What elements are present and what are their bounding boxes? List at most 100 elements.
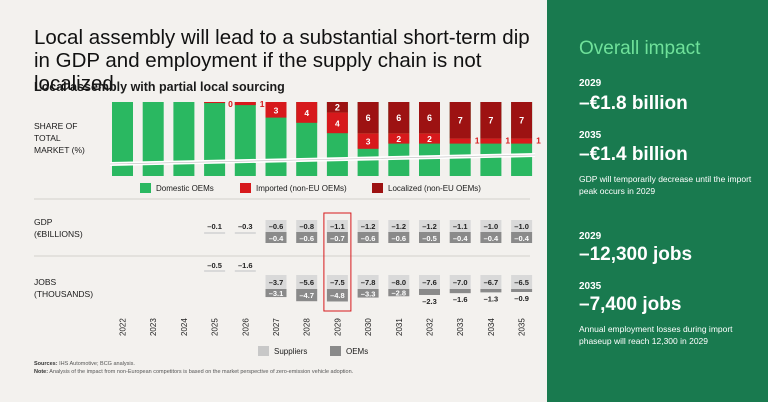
gdp-oems-box-2027 — [265, 232, 287, 243]
jobs-suppliers-2029: –7.5 — [330, 278, 345, 287]
legend-imported-swatch — [240, 183, 251, 193]
legend-suppliers-label: Suppliers — [274, 346, 308, 356]
bar-imported-2031 — [388, 133, 410, 144]
gdp-suppliers-2034: –1.0 — [484, 222, 499, 231]
gdp-oems-box-2034 — [480, 232, 502, 243]
year-label-2022: 2022 — [119, 318, 128, 336]
jobs-description: Annual employment losses during import p… — [579, 324, 733, 346]
legend-imported: Imported (non-EU OEMs) — [240, 183, 347, 193]
label-imported-2034: 1 — [505, 135, 510, 145]
bar-imported-2035 — [511, 138, 533, 144]
legend-domestic-swatch — [140, 183, 151, 193]
label-imported-2029: 4 — [335, 118, 340, 128]
jobs-2035-year: 2035 — [579, 281, 602, 292]
gdp-oems-box-2030 — [357, 232, 379, 243]
gdp-2029-value: –€1.8 billion — [579, 93, 688, 114]
year-label-2031: 2031 — [395, 318, 404, 336]
gdp-oems-box-2031 — [388, 232, 410, 243]
jobs-suppliers-box-2035 — [511, 275, 533, 289]
gdp-oems-2029: –0.7 — [330, 234, 345, 243]
gdp-suppliers-2033: –1.1 — [453, 222, 468, 231]
sources-label: Sources: — [34, 361, 58, 367]
legend-imported-label: Imported (non-EU OEMs) — [256, 183, 347, 193]
gdp-2035-year: 2035 — [579, 130, 602, 141]
jobs-oems-box-2035 — [511, 289, 533, 292]
jobs-oems-2031: –2.8 — [391, 289, 406, 298]
jobs-oems-2028: –4.7 — [299, 291, 314, 300]
gdp-suppliers-2031: –1.2 — [391, 222, 406, 231]
jobs-oems-box-2030 — [357, 289, 379, 298]
label-imported-2033: 1 — [475, 135, 480, 145]
gdp-oems-2034: –0.4 — [484, 234, 499, 243]
bar-localized-2029 — [326, 102, 348, 113]
bar-imported-2026 — [234, 102, 256, 106]
gdp-suppliers-2026: –0.3 — [238, 222, 253, 231]
bar-imported-2033 — [449, 138, 471, 144]
year-label-2030: 2030 — [364, 318, 373, 336]
jobs-suppliers-box-2027 — [265, 275, 287, 289]
jobs-oems-box-2028 — [296, 289, 318, 302]
gdp-suppliers-box-2035 — [511, 220, 533, 233]
bar-imported-2030 — [357, 133, 379, 149]
bar-localized-2033 — [449, 102, 471, 139]
gdp-oems-2033: –0.4 — [453, 234, 468, 243]
gdp-suppliers-2032: –1.2 — [422, 222, 437, 231]
label-localized-2032: 6 — [427, 113, 432, 123]
jobs-suppliers-2030: –7.8 — [361, 278, 376, 287]
jobs-suppliers-box-2031 — [388, 275, 410, 289]
gdp-oems-2030: –0.6 — [361, 234, 376, 243]
bar-domestic-2024 — [173, 102, 195, 176]
bar-imported-2028 — [296, 102, 318, 123]
chart-subtitle: Local assembly with partial local sourci… — [34, 80, 285, 94]
jobs-oems-2029: –4.8 — [330, 291, 345, 300]
jobs-oems-2032: –2.3 — [422, 297, 437, 306]
label-localized-2030: 6 — [366, 113, 371, 123]
legend-domestic: Domestic OEMs — [140, 183, 214, 193]
jobs-suppliers-box-2030 — [357, 275, 379, 289]
sources-text: IHS Automotive; BCG analysis. — [59, 361, 135, 367]
legend-suppliers-swatch — [258, 346, 269, 356]
jobs-suppliers-2025: –0.5 — [207, 261, 222, 270]
gdp-oems-2031: –0.6 — [391, 234, 406, 243]
year-label-2023: 2023 — [149, 318, 158, 336]
year-label-2029: 2029 — [333, 318, 342, 336]
gdp-oems-2032: –0.5 — [422, 234, 437, 243]
sources-note: Sources: IHS Automotive; BCG analysis. — [34, 361, 135, 367]
gdp-suppliers-box-2034 — [480, 220, 502, 233]
jobs-suppliers-2035: –6.5 — [514, 278, 529, 287]
jobs-suppliers-2027: –3.7 — [269, 278, 284, 287]
label-imported-2027: 3 — [274, 105, 279, 115]
analysis-note: Note: Analysis of the impact from non-Eu… — [34, 369, 353, 375]
bar-imported-2027 — [265, 102, 287, 118]
jobs-suppliers-box-2033 — [449, 275, 471, 289]
legend-domestic-label: Domestic OEMs — [156, 183, 214, 193]
bar-imported-2032 — [419, 133, 440, 144]
year-label-2034: 2034 — [487, 318, 496, 336]
jobs-suppliers-2032: –7.6 — [422, 278, 437, 287]
bar-domestic-2025 — [204, 102, 226, 176]
jobs-suppliers-box-2034 — [480, 275, 502, 289]
jobs-suppliers-2034: –6.7 — [484, 278, 499, 287]
jobs-suppliers-2026: –1.6 — [238, 261, 253, 270]
bar-localized-2034 — [480, 102, 502, 139]
jobs-oems-box-2034 — [480, 289, 502, 293]
gdp-oems-box-2029 — [326, 232, 348, 243]
jobs-suppliers-2031: –8.0 — [391, 278, 406, 287]
year-label-2033: 2033 — [456, 318, 465, 336]
jobs-row-label: JOBS (THOUSANDS) — [34, 277, 94, 299]
bar-domestic-2026 — [234, 102, 256, 176]
jobs-suppliers-box-2028 — [296, 275, 318, 289]
gdp-suppliers-2029: –1.1 — [330, 222, 345, 231]
jobs-oems-2035: –0.9 — [514, 294, 529, 303]
bar-localized-2030 — [357, 102, 379, 134]
label-imported-2025: 0 — [228, 99, 233, 109]
jobs-2035-value: –7,400 jobs — [579, 294, 682, 315]
gdp-suppliers-box-2032 — [419, 220, 440, 233]
note-label: Note: — [34, 369, 49, 375]
year-label-2027: 2027 — [272, 318, 281, 336]
bar-domestic-2023 — [142, 102, 164, 176]
label-localized-2031: 6 — [396, 113, 401, 123]
share-row-label: SHARE OF TOTAL MARKET (%) — [34, 121, 85, 155]
gdp-description: GDP will temporarily decrease until the … — [579, 174, 752, 196]
